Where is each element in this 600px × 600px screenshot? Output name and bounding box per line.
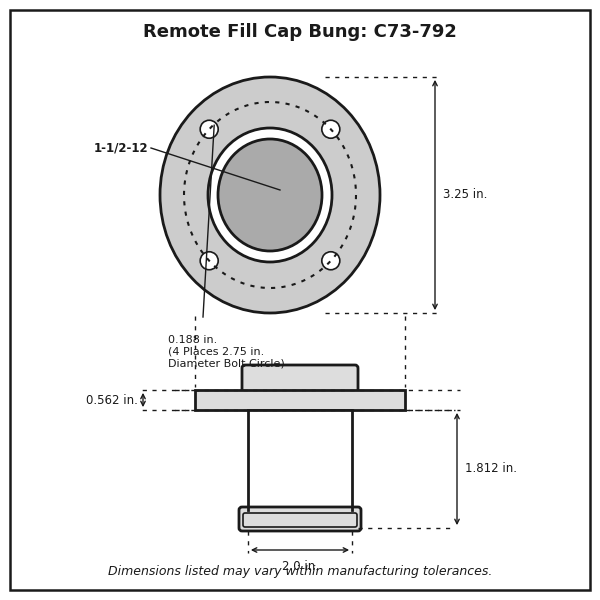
Ellipse shape (218, 139, 322, 251)
Text: 3.25 in.: 3.25 in. (443, 188, 487, 202)
Circle shape (322, 252, 340, 270)
Ellipse shape (208, 128, 332, 262)
Circle shape (200, 252, 218, 270)
Text: 1.812 in.: 1.812 in. (465, 463, 517, 475)
Circle shape (322, 120, 340, 138)
FancyBboxPatch shape (239, 507, 361, 531)
Text: Dimensions listed may vary within manufacturing tolerances.: Dimensions listed may vary within manufa… (108, 565, 492, 578)
Text: Remote Fill Cap Bung: C73-792: Remote Fill Cap Bung: C73-792 (143, 23, 457, 41)
Text: 0.562 in.: 0.562 in. (86, 394, 138, 407)
FancyBboxPatch shape (242, 365, 358, 393)
Ellipse shape (160, 77, 380, 313)
Text: 1-1/2-12: 1-1/2-12 (94, 142, 148, 154)
Text: 0.188 in.
(4 Places 2.75 in.
Diameter Bolt Circle): 0.188 in. (4 Places 2.75 in. Diameter Bo… (168, 335, 285, 368)
Bar (195, 390, 405, 410)
Text: 2.0 in.: 2.0 in. (281, 560, 319, 573)
Circle shape (200, 120, 218, 138)
